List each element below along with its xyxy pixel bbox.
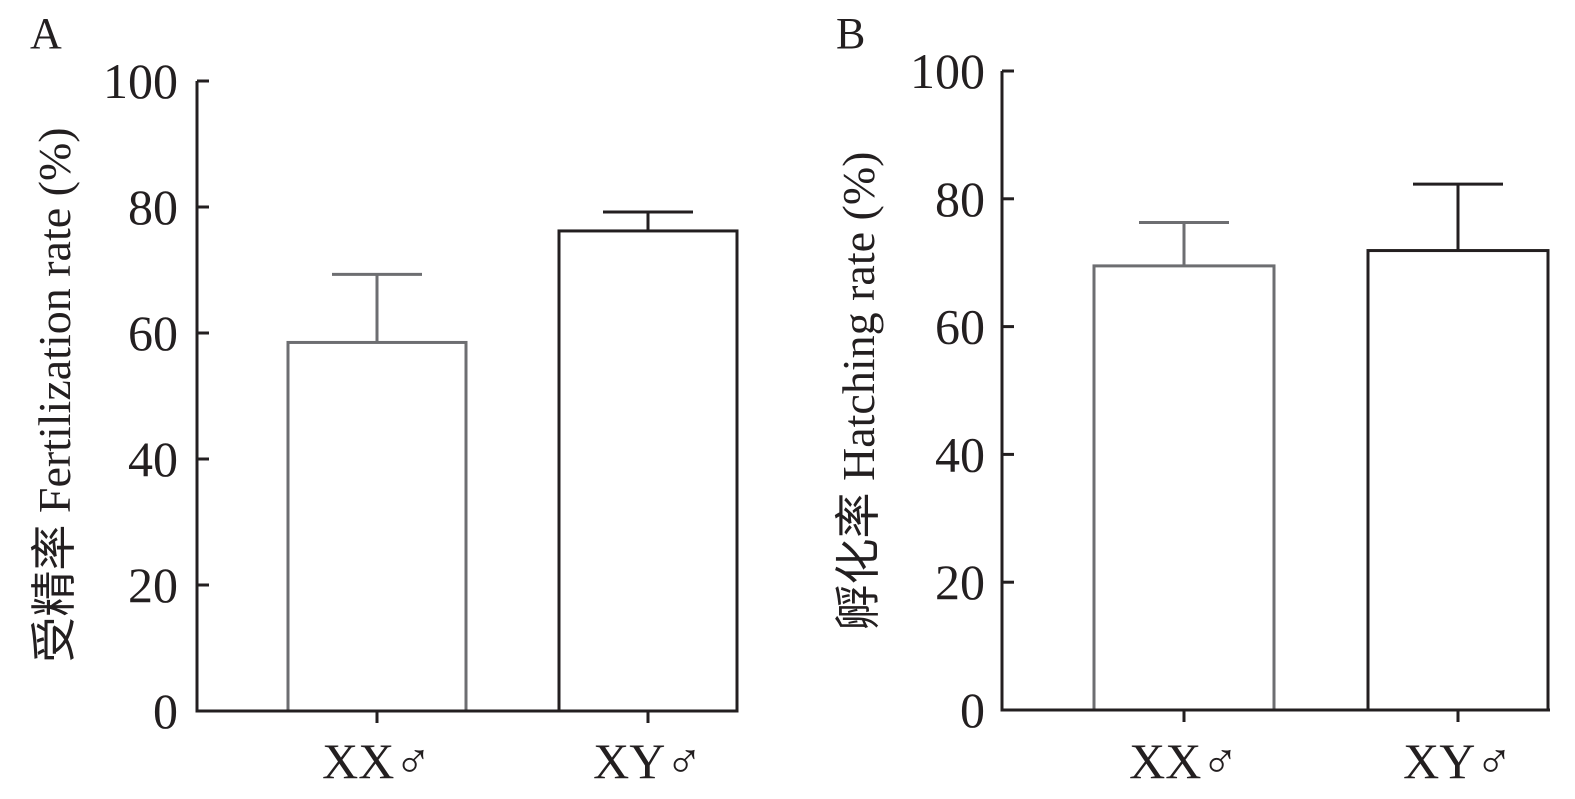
panel-a-y-tick-label: 40 xyxy=(128,431,178,487)
panel-b-y-tick-label: 0 xyxy=(960,682,985,738)
panel-b-error-bars xyxy=(1139,182,1503,266)
panel-a-y-tick-label: 100 xyxy=(103,53,178,109)
panel-b-y-tick-label: 60 xyxy=(935,299,985,355)
panel-a-y-tick-label: 0 xyxy=(153,683,178,739)
panel-a-y-axis-title: 受精率 Fertilization rate (%) xyxy=(29,127,80,662)
panel-b: B 孵化率 Hatching rate (%) 0 20 40 60 80 100 XX♂… xyxy=(833,9,1550,789)
panel-a-error-bars xyxy=(332,210,693,343)
panel-a-x-label-0: XX♂ xyxy=(322,733,432,789)
panel-b-bars xyxy=(1092,249,1550,712)
panel-b-y-tick-label: 20 xyxy=(935,554,985,610)
panel-a-x-label-1: XY♂ xyxy=(593,733,703,789)
panel-a: A 受精率 Fertilization rate (%) 0 20 40 60 80 10… xyxy=(29,9,739,789)
panel-b-y-axis-title: 孵化率 Hatching rate (%) xyxy=(833,151,884,630)
panel-b-y-ticks: 0 20 40 60 80 100 xyxy=(910,43,1014,738)
panel-a-y-ticks: 0 20 40 60 80 100 xyxy=(103,53,209,739)
panel-a-y-tick-label: 60 xyxy=(128,305,178,361)
panel-a-bars xyxy=(286,229,739,713)
panel-b-x-label-0: XX♂ xyxy=(1129,733,1239,789)
panel-b-y-tick-label: 80 xyxy=(935,171,985,227)
panel-b-x-labels: XX♂ XY♂ xyxy=(1129,710,1513,789)
panel-a-bar-0 xyxy=(286,340,468,713)
panel-b-bar-1 xyxy=(1366,249,1550,712)
panel-b-letter: B xyxy=(836,9,865,58)
panel-b-bar-0 xyxy=(1092,264,1276,712)
panel-b-y-tick-label: 40 xyxy=(935,426,985,482)
panel-a-x-labels: XX♂ XY♂ xyxy=(322,711,703,789)
panel-a-y-tick-label: 20 xyxy=(128,557,178,613)
panel-a-letter: A xyxy=(30,9,62,58)
panel-a-y-tick-label: 80 xyxy=(128,179,178,235)
panel-b-x-label-1: XY♂ xyxy=(1403,733,1513,789)
panel-a-axes xyxy=(195,81,738,713)
panel-b-axes xyxy=(1000,71,1550,712)
panel-b-y-tick-label: 100 xyxy=(910,43,985,99)
panel-a-bar-1 xyxy=(557,229,739,713)
